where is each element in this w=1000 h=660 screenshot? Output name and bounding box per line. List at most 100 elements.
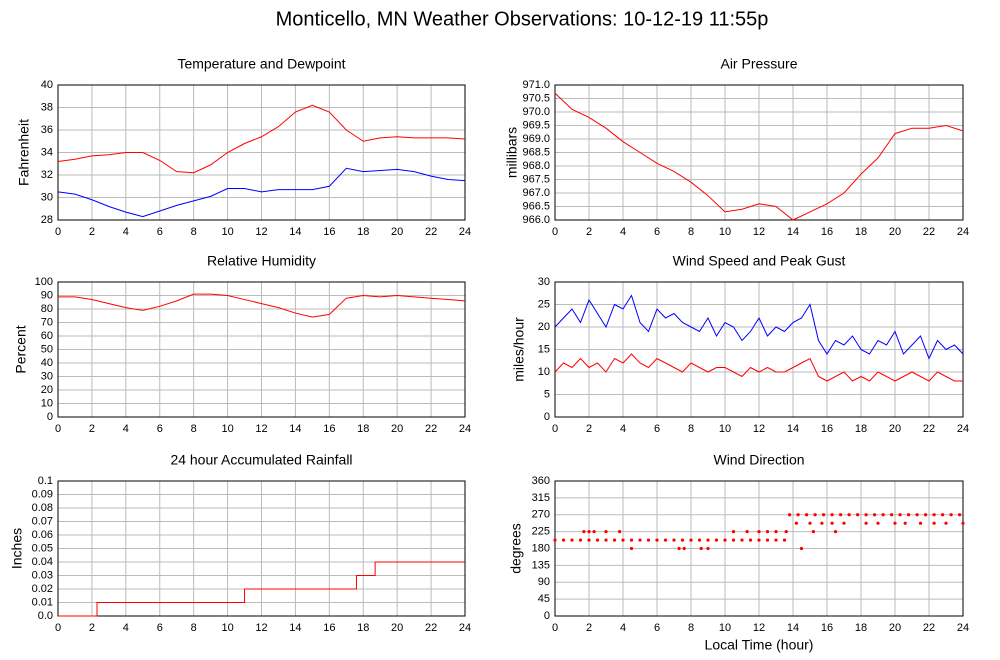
point — [629, 546, 634, 551]
x-tick-label: 4 — [123, 423, 129, 435]
point — [918, 521, 923, 525]
plot-frame — [57, 84, 466, 221]
y-tick-label: 967.5 — [522, 173, 550, 185]
y-tick-label: 30 — [41, 191, 53, 203]
y-tick-label: 360 — [532, 475, 550, 487]
x-tick-label: 10 — [221, 622, 233, 634]
point — [714, 538, 719, 542]
x-tick-label: 24 — [459, 423, 471, 435]
y-tick-label: 0.04 — [32, 556, 53, 568]
point — [903, 521, 907, 525]
x-tick-label: 14 — [289, 226, 301, 238]
y-tick-label: 971.0 — [522, 79, 550, 91]
point — [811, 530, 816, 534]
y-tick-label: 969.5 — [522, 119, 550, 131]
x-tick-label: 20 — [889, 226, 901, 238]
x-tick-label: 8 — [191, 226, 197, 238]
y-tick-label: 20 — [538, 321, 550, 333]
x-tick-label: 20 — [889, 622, 901, 634]
y-tick-label: 0 — [544, 610, 550, 622]
x-tick-label: 14 — [787, 226, 799, 238]
y-tick-label: 10 — [538, 366, 550, 378]
series-line — [554, 353, 963, 382]
point — [932, 513, 936, 517]
x-tick-label: 0 — [55, 423, 61, 435]
point — [578, 538, 583, 542]
x-tick-label: 8 — [191, 423, 197, 435]
x-tick-label: 10 — [221, 226, 233, 238]
point — [944, 521, 948, 525]
x-tick-label: 20 — [391, 226, 403, 238]
x-tick-label: 4 — [620, 622, 626, 634]
x-tick-label: 0 — [552, 622, 558, 634]
point — [799, 546, 804, 551]
y-axis-label: Fahrenheit — [16, 119, 32, 186]
point — [873, 513, 877, 517]
point — [561, 538, 566, 542]
y-tick-label: 80 — [41, 303, 53, 315]
x-tick-label: 22 — [923, 226, 935, 238]
y-axis-label: miles/hour — [511, 317, 527, 382]
point — [699, 546, 703, 551]
x-tick-label: 16 — [323, 423, 335, 435]
point — [774, 530, 778, 534]
point — [881, 513, 885, 517]
point — [796, 513, 800, 517]
y-axis-label: millibars — [504, 127, 520, 178]
x-tick-label: 2 — [89, 226, 95, 238]
x-tick-label: 6 — [654, 622, 660, 634]
x-tick-label: 16 — [323, 622, 335, 634]
x-tick-label: 12 — [753, 226, 765, 238]
x-tick-label: 2 — [586, 423, 592, 435]
point — [876, 521, 880, 525]
y-tick-label: 966.5 — [522, 200, 550, 212]
panel-title: 24 hour Accumulated Rainfall — [170, 452, 352, 468]
x-tick-label: 10 — [719, 423, 731, 435]
x-tick-label: 14 — [787, 622, 799, 634]
x-tick-label: 20 — [889, 423, 901, 435]
x-tick-label: 18 — [357, 423, 369, 435]
point — [706, 546, 710, 551]
series-line — [57, 167, 466, 218]
x-tick-label: 10 — [719, 622, 731, 634]
x-tick-label: 0 — [55, 622, 61, 634]
y-tick-label: 5 — [544, 388, 550, 400]
point — [582, 530, 586, 534]
point — [898, 513, 902, 517]
point — [723, 538, 727, 542]
y-tick-label: 0.06 — [32, 529, 53, 541]
x-tick-label: 4 — [620, 423, 626, 435]
y-tick-label: 32 — [41, 169, 53, 181]
y-axis-label: degrees — [508, 523, 524, 574]
point — [822, 513, 826, 517]
y-tick-label: 0.09 — [32, 488, 53, 500]
point — [595, 538, 600, 542]
x-tick-label: 18 — [855, 423, 867, 435]
figure-title: Monticello, MN Weather Observations: 10-… — [276, 8, 769, 30]
x-tick-label: 6 — [157, 423, 163, 435]
x-tick-label: 12 — [255, 423, 267, 435]
point — [949, 513, 953, 517]
point — [890, 513, 894, 517]
x-tick-label: 6 — [157, 622, 163, 634]
x-tick-label: 24 — [459, 226, 471, 238]
y-tick-label: 0.0 — [38, 610, 53, 622]
point — [740, 538, 744, 542]
x-tick-label: 12 — [255, 622, 267, 634]
point — [680, 538, 685, 542]
panel-title: Wind Direction — [713, 452, 804, 468]
x-tick-label: 18 — [855, 622, 867, 634]
panel-title: Temperature and Dewpoint — [177, 56, 345, 72]
y-tick-label: 0.08 — [32, 502, 53, 514]
plot-frame — [57, 281, 466, 418]
y-tick-label: 0.02 — [32, 583, 53, 595]
x-tick-label: 14 — [787, 423, 799, 435]
point — [830, 513, 834, 517]
point — [621, 538, 625, 542]
y-tick-label: 969.0 — [522, 133, 550, 145]
x-axis-label: Local Time (hour) — [705, 637, 814, 653]
point — [757, 530, 761, 534]
y-tick-label: 30 — [41, 370, 53, 382]
point — [748, 538, 753, 542]
